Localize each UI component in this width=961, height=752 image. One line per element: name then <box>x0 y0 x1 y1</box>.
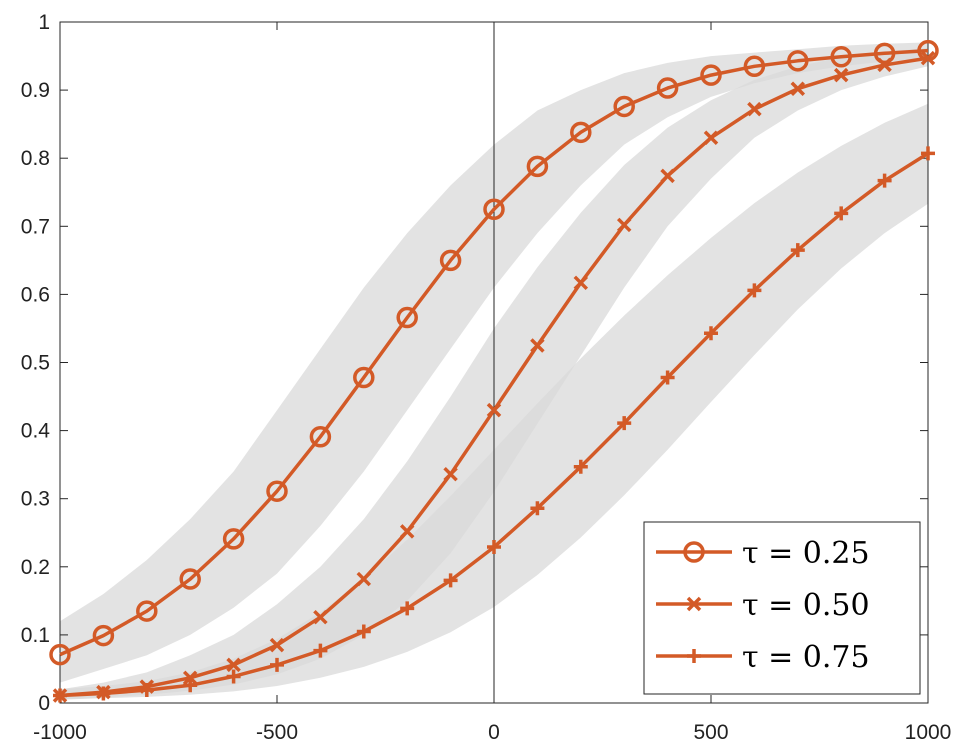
data-point <box>483 198 505 221</box>
data-point <box>183 678 198 693</box>
data-point <box>309 425 332 448</box>
data-point <box>617 416 632 431</box>
data-point <box>877 173 892 188</box>
data-point <box>660 168 675 184</box>
data-point <box>400 601 415 616</box>
data-point <box>226 669 241 684</box>
data-point <box>353 366 375 389</box>
y-tick-label: 0.6 <box>21 283 50 306</box>
data-point <box>266 480 288 502</box>
data-point <box>179 568 201 590</box>
data-point <box>530 501 545 516</box>
data-point <box>573 275 589 291</box>
legend-entry-1: τ = 0.25 <box>656 536 870 571</box>
axes: -1000 -500 0 500 1000 0 0.1 0.2 0.3 0.4 0.5 0.6 0.7… <box>21 11 952 744</box>
x-tick-label: 1000 <box>905 721 952 744</box>
data-point <box>616 217 632 233</box>
data-point <box>399 524 415 539</box>
y-tick-label: 0 <box>38 692 50 715</box>
data-point <box>443 573 458 588</box>
data-point <box>396 306 418 329</box>
data-point <box>920 50 936 66</box>
legend-swatch-marker <box>687 649 701 663</box>
data-point <box>656 77 679 99</box>
x-tick-label: 0 <box>488 721 500 744</box>
legend: τ = 0.25 τ = 0.50 τ = 0.75 <box>643 521 921 695</box>
x-tick-label: -500 <box>256 721 298 744</box>
data-point <box>49 643 71 666</box>
data-point <box>703 130 719 146</box>
data-point <box>443 466 458 482</box>
data-point <box>226 657 241 673</box>
data-point <box>660 370 675 385</box>
legend-entry-3: τ = 0.75 <box>656 640 870 675</box>
data-point <box>530 338 545 353</box>
data-point <box>269 637 285 653</box>
y-tick-label: 0.1 <box>21 624 50 647</box>
y-axis-ticks: 0 0.1 0.2 0.3 0.4 0.5 0.6 0.7 0.8 0.9 1 <box>21 11 928 715</box>
band-series-1 <box>60 42 928 683</box>
data-point <box>313 609 328 625</box>
data-point <box>921 146 935 161</box>
data-point <box>356 571 372 587</box>
data-point <box>313 643 328 658</box>
legend-swatch-marker <box>683 541 705 563</box>
legend-label: τ = 0.50 <box>742 588 870 623</box>
data-point <box>222 528 245 550</box>
data-point <box>136 600 158 622</box>
data-point <box>53 688 67 703</box>
data-point <box>486 402 502 418</box>
data-point <box>873 42 896 65</box>
data-point <box>704 326 718 341</box>
data-point <box>830 45 852 68</box>
data-point <box>790 243 805 258</box>
data-point <box>439 249 462 272</box>
data-point <box>526 155 549 178</box>
y-tick-label: 0.3 <box>21 488 50 511</box>
data-point <box>790 81 806 96</box>
data-point <box>270 657 284 672</box>
data-point <box>139 683 154 698</box>
band-series-3 <box>60 103 928 700</box>
data-point <box>747 283 762 298</box>
series-1 <box>49 39 939 666</box>
y-tick-label: 0.2 <box>21 556 50 579</box>
legend-label: τ = 0.25 <box>742 536 870 571</box>
data-point <box>787 50 809 72</box>
y-tick-label: 0.9 <box>21 79 50 102</box>
data-point <box>613 95 635 118</box>
data-point <box>833 67 849 83</box>
data-point <box>700 64 722 86</box>
data-point <box>96 686 111 701</box>
x-tick-label: 500 <box>693 721 728 744</box>
data-point <box>743 55 766 78</box>
legend-swatch-marker <box>686 596 702 612</box>
y-tick-label: 0.5 <box>21 352 50 375</box>
series-3 <box>53 146 935 703</box>
legend-label: τ = 0.75 <box>742 640 870 675</box>
data-point <box>487 540 501 555</box>
data-point <box>834 206 849 221</box>
data-point <box>877 57 892 73</box>
data-point <box>570 121 592 144</box>
y-tick-label: 0.8 <box>21 147 50 170</box>
data-point <box>573 459 588 474</box>
legend-entry-2: τ = 0.50 <box>656 588 870 623</box>
series-line-1 <box>59 48 929 657</box>
y-tick-label: 0.7 <box>21 215 50 238</box>
y-tick-label: 1 <box>38 11 50 34</box>
y-tick-label: 0.4 <box>21 420 51 443</box>
data-point <box>182 670 198 686</box>
series-2 <box>52 50 936 703</box>
data-point <box>747 101 762 117</box>
data-point <box>92 624 115 647</box>
data-point <box>356 624 371 639</box>
x-axis-ticks: -1000 -500 0 500 1000 <box>33 22 951 744</box>
x-tick-label: -1000 <box>33 721 87 744</box>
series-lines <box>49 39 939 703</box>
